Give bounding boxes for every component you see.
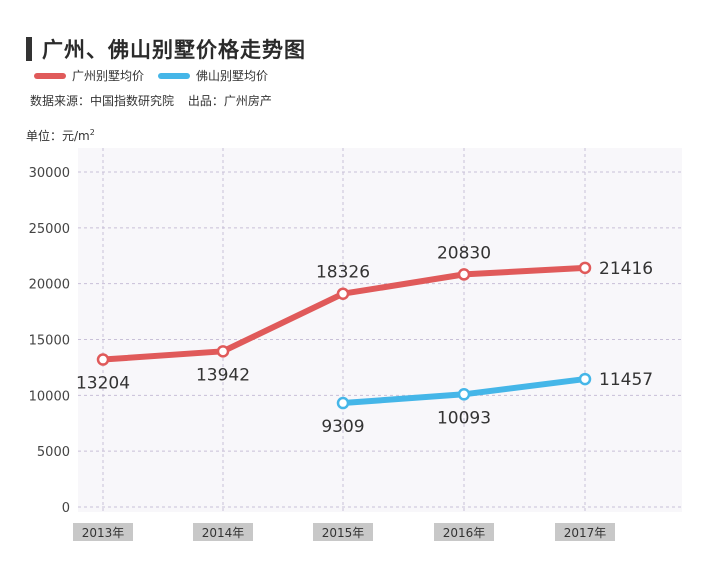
- title-accent-bar: [26, 37, 32, 61]
- plot-area: [78, 148, 682, 512]
- data-label: 9309: [321, 417, 364, 437]
- data-label: 18326: [316, 263, 370, 283]
- x-tick-label: 2017年: [564, 526, 607, 540]
- data-point: [96, 353, 110, 366]
- data-label: 13942: [196, 365, 250, 385]
- title-block: 广州、佛山别墅价格走势图: [26, 34, 306, 64]
- x-tick-bg: [73, 523, 133, 541]
- data-label: 13204: [76, 374, 130, 394]
- legend-label-guangzhou: 广州别墅均价: [72, 69, 145, 83]
- legend-swatch-guangzhou: [34, 72, 66, 79]
- y-tick-label: 0: [62, 501, 70, 516]
- legend-label-foshan: 佛山别墅均价: [196, 69, 269, 83]
- x-tick-bg: [434, 523, 494, 541]
- legend-swatch-foshan: [158, 72, 191, 79]
- source-label: 数据来源：中国指数研究院: [30, 94, 175, 108]
- chart-title: 广州、佛山别墅价格走势图: [42, 38, 306, 62]
- x-tick-label: 2016年: [443, 526, 486, 540]
- data-point: [336, 396, 350, 410]
- unit-prefix: 单位：元/m: [26, 129, 90, 143]
- x-tick-label: 2015年: [322, 526, 365, 540]
- data-point: [457, 388, 471, 401]
- x-tick-label: 2013年: [82, 526, 125, 540]
- data-label: 20830: [437, 243, 491, 263]
- data-point: [216, 345, 230, 358]
- y-tick-label: 15000: [29, 334, 70, 349]
- legend: 广州别墅均价 佛山别墅均价: [34, 67, 282, 84]
- y-tick-label: 30000: [29, 166, 70, 181]
- legend-item-guangzhou: 广州别墅均价: [34, 67, 144, 84]
- data-point: [578, 372, 592, 386]
- legend-item-foshan: 佛山别墅均价: [158, 67, 268, 84]
- unit-superscript: 2: [89, 128, 95, 137]
- x-tick-bg: [313, 523, 373, 541]
- data-point: [457, 268, 471, 281]
- y-tick-label: 5000: [37, 445, 70, 460]
- y-tick-label: 25000: [29, 222, 70, 237]
- y-tick-label: 20000: [29, 278, 70, 293]
- data-label: 11457: [599, 370, 653, 390]
- x-tick-label: 2014年: [202, 526, 245, 540]
- data-point: [578, 261, 592, 275]
- data-label: 10093: [437, 408, 491, 428]
- x-tick-bg: [193, 523, 253, 541]
- publisher-label: 出品：广州房产: [187, 94, 272, 108]
- unit-label: 单位：元/m2: [26, 127, 95, 144]
- source-line: 数据来源：中国指数研究院 出品：广州房产: [30, 92, 282, 109]
- data-point: [336, 287, 350, 300]
- data-label: 21416: [599, 259, 653, 279]
- x-tick-bg: [555, 523, 615, 541]
- y-tick-label: 10000: [29, 389, 70, 404]
